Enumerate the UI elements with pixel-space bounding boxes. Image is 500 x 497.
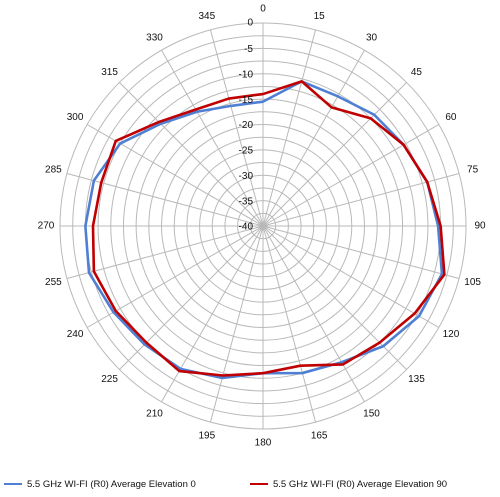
angle-label-285: 285 [45,164,62,175]
legend-swatch-red [250,483,268,485]
angle-label-255: 255 [45,277,62,288]
series-layer [84,80,446,380]
radial-tick-label: -5 [244,44,253,55]
angle-label-105: 105 [464,277,481,288]
radar-grid [59,22,467,430]
radial-tick-label: -15 [239,95,254,106]
grid-spoke [209,225,264,423]
grid-spoke [262,225,440,328]
grid-spoke [262,225,365,403]
grid-spoke [262,49,365,227]
legend-swatch-blue [4,483,22,485]
angle-label-270: 270 [38,221,55,232]
radial-tick-label: -25 [239,146,254,157]
angle-label-75: 75 [467,164,479,175]
grid-spoke [262,225,407,370]
angle-label-150: 150 [363,409,380,420]
grid-spoke [262,225,317,423]
angle-label-120: 120 [443,329,460,340]
legend-label-elevation-0: 5.5 GHz WI-FI (R0) Average Elevation 0 [27,478,196,490]
angle-label-225: 225 [101,374,118,385]
radial-tick-label: -20 [239,120,254,131]
grid-spoke [66,225,264,280]
radar-chart: 0 15 30 45 60 75 90 105 120 135 150 165 180 195 210 225… [38,4,486,449]
angle-label-300: 300 [67,112,84,123]
angle-label-60: 60 [445,112,457,123]
angle-label-315: 315 [101,67,118,78]
radial-tick-label: -40 [239,222,254,233]
angle-label-15: 15 [314,11,326,22]
angle-label-195: 195 [198,430,215,441]
radial-tick-label: -30 [239,171,254,182]
grid-spoke [262,225,460,280]
grid-spoke [209,29,264,227]
grid-spoke [119,225,264,370]
grid-spoke [262,82,407,227]
grid-spoke [161,225,264,403]
angle-label-90: 90 [474,221,486,232]
grid-spoke [262,172,460,227]
radial-tick-label: -35 [239,196,254,207]
legend-item-elevation-90: 5.5 GHz WI-FI (R0) Average Elevation 90 [250,474,447,494]
angle-label-45: 45 [411,67,423,78]
radial-tick-label: 0 [247,18,253,29]
legend: 5.5 GHz WI-FI (R0) Average Elevation 0 5… [0,474,500,494]
grid-spoke [66,172,264,227]
angle-label-180: 180 [255,438,272,449]
legend-label-elevation-90: 5.5 GHz WI-FI (R0) Average Elevation 90 [273,478,448,490]
legend-item-elevation-0: 5.5 GHz WI-FI (R0) Average Elevation 0 [4,474,196,494]
series-line-elevation-90 [91,80,446,377]
grid-spoke [262,29,317,227]
angle-label-165: 165 [311,430,328,441]
grid-spoke [119,82,264,227]
angle-label-240: 240 [67,329,84,340]
angle-label-345: 345 [198,11,215,22]
axis-labels: 0 15 30 45 60 75 90 105 120 135 150 165 180 195 210 225… [38,4,486,449]
radial-tick-label: -10 [239,69,254,80]
angle-label-210: 210 [146,409,163,420]
angle-label-330: 330 [146,33,163,44]
grid-spoke [161,49,264,227]
angle-label-30: 30 [366,33,378,44]
angle-label-0: 0 [260,4,266,15]
grid-spoke [262,124,440,227]
angle-label-135: 135 [408,374,425,385]
